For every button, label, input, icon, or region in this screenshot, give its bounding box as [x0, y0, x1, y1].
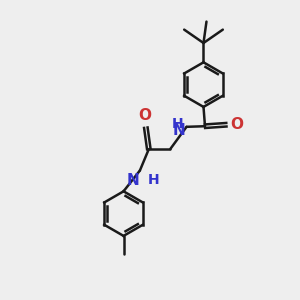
- Text: H: H: [171, 117, 183, 131]
- Text: O: O: [138, 108, 151, 123]
- Text: O: O: [230, 117, 243, 132]
- Text: H: H: [148, 173, 160, 187]
- Text: N: N: [127, 173, 139, 188]
- Text: N: N: [172, 123, 185, 138]
